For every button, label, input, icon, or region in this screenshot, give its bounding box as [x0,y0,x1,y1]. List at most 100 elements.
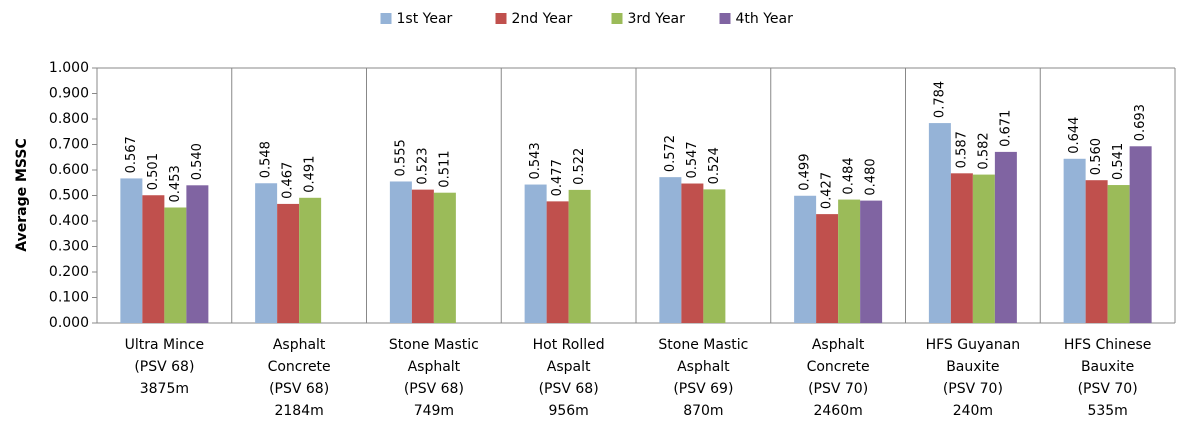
x-tick-label: Stone Mastic [658,337,748,353]
x-tick-label: 535m [1087,403,1127,419]
bar [299,197,322,323]
value-label: 0.524 [707,147,722,184]
x-tick-label: Hot Rolled [533,337,605,353]
y-tick-label: 0.700 [49,137,89,153]
legend-swatch [495,13,507,24]
value-label: 0.499 [798,154,813,191]
x-tick-label: Concrete [268,359,331,375]
bar [255,183,278,323]
value-label: 0.427 [820,172,835,209]
y-axis-title: Average MSSC [14,138,30,251]
value-label: 0.467 [281,162,296,199]
value-label: 0.547 [685,141,700,178]
bar [389,181,412,323]
bar [186,185,209,323]
bar [928,123,951,323]
value-label: 0.540 [190,143,205,180]
bar [120,178,143,323]
bar [659,177,682,323]
x-tick-label: Concrete [807,359,870,375]
bar [524,184,547,323]
value-label: 0.484 [842,157,857,194]
bar [1063,158,1086,323]
bar [1107,185,1130,323]
y-tick-label: 0.200 [49,264,89,280]
y-tick-label: 0.600 [49,162,89,178]
value-label: 0.693 [1133,104,1148,141]
bar [546,201,569,323]
value-label: 0.491 [303,156,318,193]
bar [411,189,434,323]
x-tick-label: (PSV 68) [539,381,599,397]
x-tick-label: 2460m [813,403,862,419]
bar [142,195,165,323]
x-tick-label: Bauxite [946,359,999,375]
y-tick-label: 0.900 [49,86,89,102]
x-tick-label: 956m [548,403,588,419]
x-tick-label: Ultra Mince [125,337,205,353]
x-tick-label: (PSV 69) [673,381,733,397]
value-label: 0.522 [572,148,587,185]
x-tick-label: (PSV 68) [269,381,329,397]
value-label: 0.784 [932,81,947,118]
x-tick-label: (PSV 70) [1078,381,1138,397]
value-label: 0.587 [954,131,969,168]
x-tick-label: 3875m [140,381,189,397]
value-label: 0.523 [415,147,430,184]
bar [164,207,187,323]
value-label: 0.644 [1067,117,1082,154]
bar [860,200,883,323]
legend-label: 1st Year [397,11,453,27]
legend-swatch [611,13,623,24]
bar [1129,146,1152,323]
x-tick-label: HFS Chinese [1064,337,1152,353]
x-tick-label: Aspalt [547,359,591,375]
value-label: 0.548 [259,141,274,178]
bar [838,199,861,323]
x-tick-label: 749m [414,403,454,419]
legend-swatch [380,13,392,24]
x-tick-label: (PSV 68) [134,359,194,375]
x-tick-label: 870m [683,403,723,419]
value-label: 0.501 [146,153,161,190]
value-label: 0.572 [663,135,678,172]
value-label: 0.480 [864,158,879,195]
x-tick-label: HFS Guyanan [926,337,1021,353]
bar [950,173,973,323]
x-tick-label: Asphalt [812,337,865,353]
legend-label: 4th Year [736,11,794,27]
bar [972,174,995,323]
value-label: 0.567 [124,136,139,173]
value-label: 0.511 [437,150,452,187]
value-label: 0.543 [528,142,543,179]
y-tick-label: 0.300 [49,239,89,255]
value-label: 0.541 [1111,143,1126,180]
value-label: 0.671 [998,110,1013,147]
bar [433,192,456,323]
x-tick-label: 240m [953,403,993,419]
y-tick-label: 0.800 [49,111,89,127]
value-label: 0.560 [1089,138,1104,175]
bar [568,189,591,323]
value-label: 0.582 [976,132,991,169]
value-label: 0.477 [550,159,565,196]
x-tick-label: (PSV 70) [808,381,868,397]
value-label: 0.555 [393,139,408,176]
x-tick-label: Asphalt [677,359,730,375]
bar [703,189,726,323]
bar [681,183,704,323]
bar [1085,180,1108,323]
bar [994,151,1017,323]
legend-label: 2nd Year [512,11,573,27]
bar [794,195,817,323]
x-tick-label: Stone Mastic [389,337,479,353]
y-tick-label: 0.400 [49,213,89,229]
y-tick-label: 0.100 [49,290,89,306]
bar [277,203,300,323]
x-tick-label: (PSV 68) [404,381,464,397]
legend-label: 3rd Year [628,11,686,27]
y-tick-label: 0.000 [49,315,89,331]
x-tick-label: Asphalt [408,359,461,375]
x-tick-label: 2184m [274,403,323,419]
